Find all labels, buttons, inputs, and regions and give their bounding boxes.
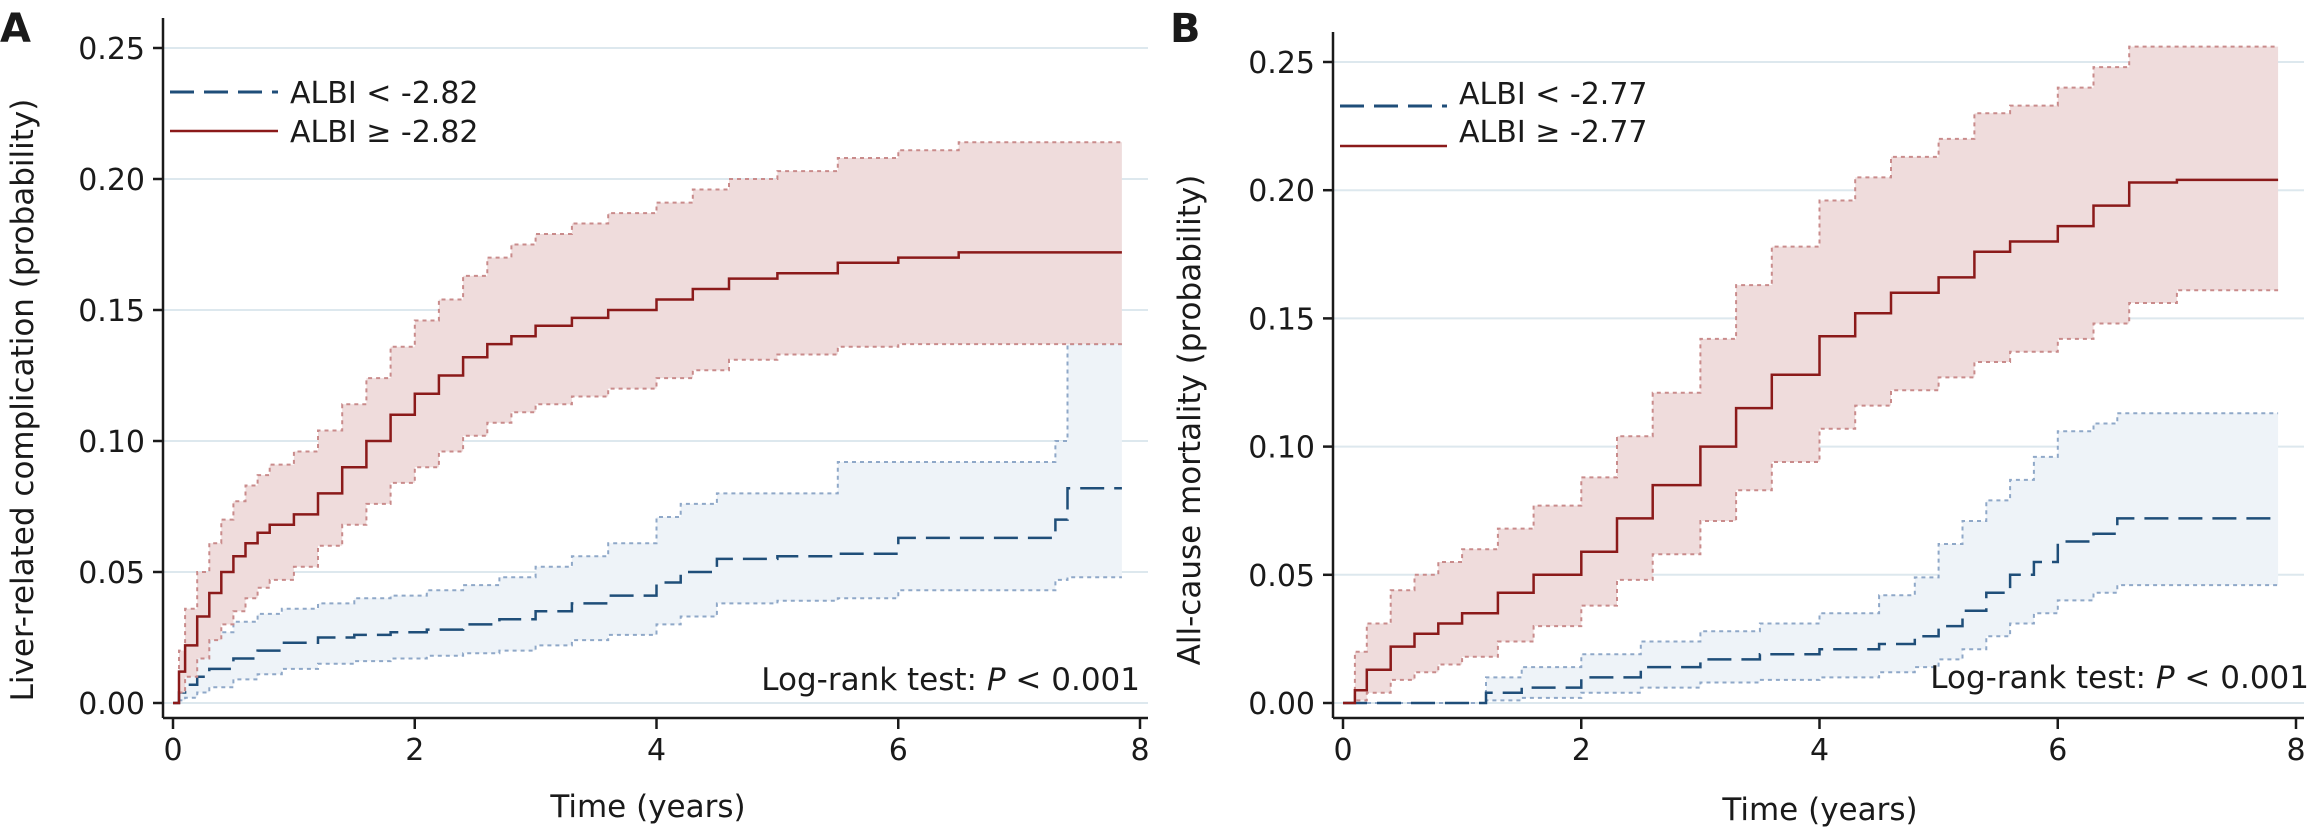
annotation-suffix: < 0.001	[2175, 660, 2309, 696]
legend-label-series-1: ALBI < -2.82	[290, 76, 479, 111]
x-tick-label: 0	[1333, 733, 1352, 768]
ci-lower-series-2	[173, 343, 1122, 704]
ci-lower-series-1	[173, 576, 1122, 704]
annotation-p: P	[2156, 660, 2175, 696]
panel-a: 0.00 0.05 0.10 0.15 0.20 0.25 0 2 4 6 8 A Liver-re…	[0, 6, 1150, 825]
y-tick-label: 0.00	[78, 687, 145, 722]
y-tick-label: 0.25	[78, 32, 145, 67]
panel-b: 0.00 0.05 0.10 0.15 0.20 0.25 0 2 4 6 8 B All-caus…	[1170, 6, 2309, 828]
km-curve-series-1	[173, 486, 1122, 705]
x-axis-title: Time (years)	[1721, 792, 1917, 828]
y-tick-label: 0.20	[1248, 174, 1315, 209]
ci-lower-series-1	[1343, 584, 2279, 704]
km-curve-series-1	[1343, 517, 2279, 705]
km-curve-series-2	[1343, 178, 2279, 705]
plot-area: 0.00 0.05 0.10 0.15 0.20 0.25 0 2 4 6 8	[78, 18, 1150, 768]
x-tick-label: 6	[889, 733, 908, 768]
annotation-p: P	[987, 662, 1006, 698]
annotation-prefix: Log-rank test:	[1930, 660, 2156, 696]
x-axis-title: Time (years)	[549, 789, 745, 825]
y-tick-label: 0.10	[78, 425, 145, 460]
y-tick-label: 0.05	[1248, 559, 1315, 594]
y-tick-label: 0.00	[1248, 687, 1315, 722]
plot-area: 0.00 0.05 0.10 0.15 0.20 0.25 0 2 4 6 8	[1248, 32, 2306, 768]
panel-letter: A	[0, 6, 31, 52]
ci-upper-series-2	[173, 141, 1122, 704]
legend-label-series-2: ALBI ≥ -2.77	[1459, 115, 1648, 150]
ci-lower-series-2	[1343, 289, 2279, 704]
legend-label-series-1: ALBI < -2.77	[1459, 77, 1648, 112]
logrank-annotation: Log-rank test: P < 0.001	[1930, 660, 2309, 696]
km-curve-series-2	[173, 251, 1122, 705]
x-tick-label: 8	[1130, 733, 1149, 768]
x-tick-label: 2	[405, 733, 424, 768]
x-tick-label: 2	[1572, 733, 1591, 768]
x-tick-label: 0	[163, 733, 182, 768]
annotation-suffix: < 0.001	[1006, 662, 1140, 698]
ci-upper-series-1	[173, 343, 1122, 704]
y-tick-label: 0.10	[1248, 431, 1315, 466]
logrank-annotation: Log-rank test: P < 0.001	[761, 662, 1140, 698]
y-tick-label: 0.25	[1248, 46, 1315, 81]
x-tick-label: 6	[2048, 733, 2067, 768]
ci-upper-series-2	[1343, 45, 2279, 704]
y-tick-label: 0.15	[1248, 302, 1315, 337]
ci-band-series-2	[173, 142, 1122, 704]
ci-band-series-1	[1343, 413, 2279, 703]
y-tick-label: 0.05	[78, 556, 145, 591]
x-tick-label: 4	[647, 733, 666, 768]
x-tick-label: 8	[2286, 733, 2305, 768]
legend-label-series-2: ALBI ≥ -2.82	[290, 115, 479, 150]
y-axis-title: Liver-related complication (probability)	[5, 99, 41, 702]
y-tick-label: 0.15	[78, 294, 145, 329]
ci-band-series-1	[173, 344, 1122, 703]
y-axis-title: All-cause mortality (probability)	[1172, 175, 1208, 666]
legend: ALBI < -2.77 ALBI ≥ -2.77	[1340, 77, 1648, 150]
x-tick-label: 4	[1810, 733, 1829, 768]
legend: ALBI < -2.82 ALBI ≥ -2.82	[170, 76, 479, 150]
panel-letter: B	[1170, 6, 1201, 52]
y-tick-label: 0.20	[78, 163, 145, 198]
ci-upper-series-1	[1343, 412, 2279, 704]
annotation-prefix: Log-rank test:	[761, 662, 987, 698]
